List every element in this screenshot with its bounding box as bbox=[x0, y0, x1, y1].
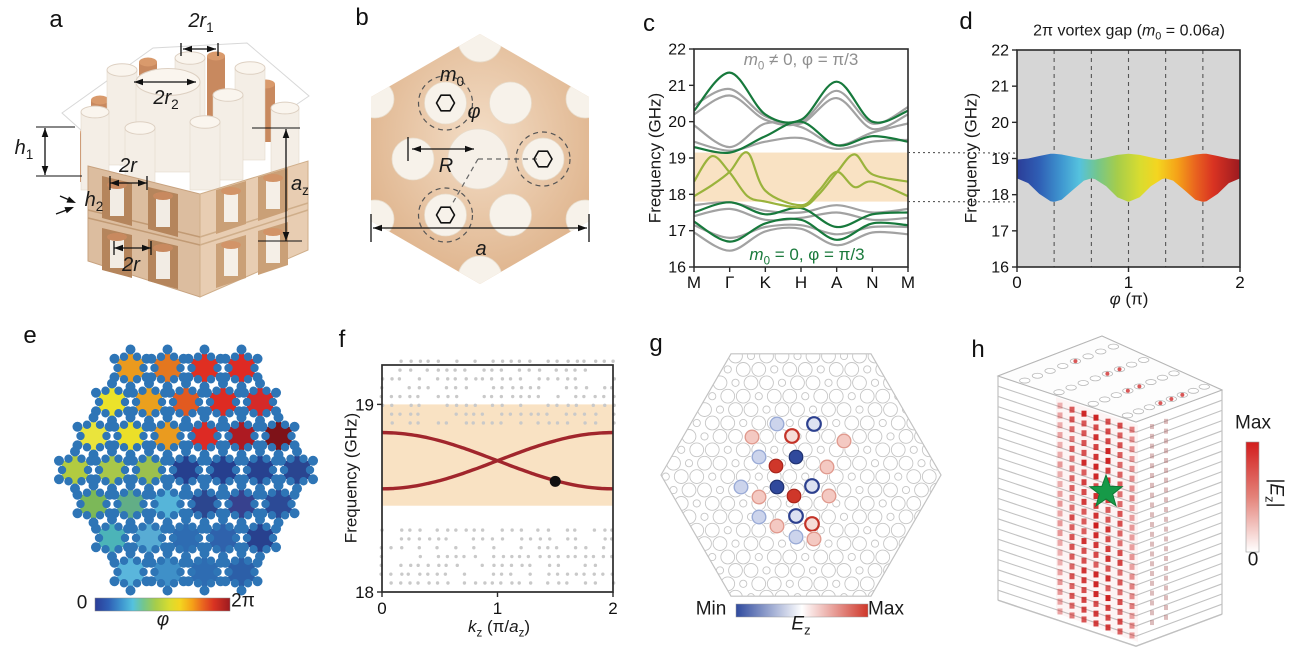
svg-text:M: M bbox=[687, 273, 701, 292]
svg-text:18: 18 bbox=[355, 583, 374, 602]
f-xlabel: kz (π/az) bbox=[467, 617, 531, 640]
panel-b-letter: b bbox=[355, 4, 369, 31]
f-ylabel: Frequency (GHz) bbox=[341, 412, 361, 544]
e-colorbar-label: φ bbox=[156, 609, 170, 631]
svg-text:21: 21 bbox=[668, 78, 686, 95]
svg-text:1: 1 bbox=[1124, 273, 1133, 292]
dim-2r-mid-label: 2r bbox=[119, 155, 137, 177]
d-axis-ticks: 16 17 18 19 20 21 22 0 1 2 bbox=[991, 43, 1245, 293]
svg-text:2: 2 bbox=[608, 599, 617, 618]
svg-text:21: 21 bbox=[991, 79, 1009, 96]
e-colorbar-min: 0 bbox=[76, 592, 88, 614]
b-m0-label: m0 bbox=[439, 64, 465, 90]
panel-b-annotations bbox=[370, 75, 590, 243]
c-legend-gray: m0 ≠ 0, φ = π/3 bbox=[743, 50, 859, 73]
dim-2r2-label: 2r2 bbox=[153, 87, 179, 113]
svg-text:H: H bbox=[795, 273, 807, 292]
svg-text:Γ: Γ bbox=[725, 273, 734, 292]
svg-text:2: 2 bbox=[1235, 273, 1244, 292]
f-mode-marker bbox=[549, 475, 561, 487]
e-colorbar-max: 2π bbox=[231, 590, 255, 612]
e-lattice-dots bbox=[53, 344, 319, 596]
h-top-face-pattern bbox=[1019, 343, 1210, 419]
dim-2r-bot-label: 2r bbox=[122, 254, 140, 276]
h-source-star bbox=[1088, 473, 1124, 507]
svg-text:19: 19 bbox=[355, 395, 374, 414]
f-gap-band bbox=[382, 404, 613, 506]
c-band-curves bbox=[694, 71, 908, 252]
panel-h-letter: h bbox=[971, 336, 985, 363]
svg-text:20: 20 bbox=[991, 115, 1009, 132]
svg-text:M: M bbox=[901, 273, 915, 292]
dim-az-label: az bbox=[291, 173, 309, 199]
panel-a-dimension-arrows bbox=[36, 43, 302, 255]
c-d-connector-lines bbox=[907, 152, 1018, 203]
dim-h2-label: h2 bbox=[84, 189, 104, 215]
e-star-cells bbox=[59, 349, 313, 591]
svg-text:18: 18 bbox=[668, 187, 686, 204]
dim-h1-label: h1 bbox=[14, 137, 34, 163]
b-a-label: a bbox=[475, 238, 487, 260]
h-colorbar-zero: 0 bbox=[1247, 549, 1259, 571]
h-colorbar bbox=[1245, 441, 1260, 553]
d-ylabel: Frequency (GHz) bbox=[961, 92, 981, 224]
svg-text:19: 19 bbox=[991, 151, 1009, 168]
g-colorbar-min: Min bbox=[695, 598, 727, 620]
svg-text:17: 17 bbox=[668, 223, 686, 240]
h-colorbar-max: Max bbox=[1235, 412, 1271, 434]
panel-f-chart: 18 19 0 1 2 bbox=[355, 359, 618, 618]
panel-g-letter: g bbox=[649, 330, 663, 357]
svg-text:16: 16 bbox=[668, 260, 686, 277]
svg-text:1: 1 bbox=[493, 599, 502, 618]
panel-f-letter: f bbox=[338, 326, 346, 353]
panel-a-letter: a bbox=[49, 6, 63, 33]
g-colorbar bbox=[735, 603, 869, 618]
c-axis-ticks: 16 17 18 19 20 21 22 M Γ K H A N M bbox=[668, 42, 915, 293]
svg-text:19: 19 bbox=[668, 151, 686, 168]
d-xlabel: φ (π) bbox=[1109, 289, 1149, 309]
panel-g-mode bbox=[660, 353, 942, 618]
f-defect-curve bbox=[381, 430, 614, 491]
c-ylabel: Frequency (GHz) bbox=[645, 92, 665, 224]
svg-text:0: 0 bbox=[1012, 273, 1021, 292]
f-axis-ticks: 18 19 0 1 2 bbox=[355, 395, 618, 618]
svg-text:K: K bbox=[760, 273, 772, 292]
svg-text:0: 0 bbox=[377, 599, 386, 618]
c-legend-green: m0 = 0, φ = π/3 bbox=[749, 245, 865, 268]
svg-text:16: 16 bbox=[991, 260, 1009, 277]
panel-c-letter: c bbox=[643, 10, 655, 37]
panel-e-letter: e bbox=[23, 322, 37, 349]
e-colorbar bbox=[94, 597, 231, 612]
h-colorbar-label: |Ez| bbox=[1262, 478, 1287, 508]
svg-text:18: 18 bbox=[991, 187, 1009, 204]
b-R-label: R bbox=[438, 155, 454, 177]
d-vortex-band bbox=[1017, 153, 1240, 202]
svg-text:N: N bbox=[866, 273, 878, 292]
b-phi-label: φ bbox=[467, 101, 481, 123]
c-gap-band bbox=[694, 152, 908, 202]
panel-a-structure bbox=[61, 42, 310, 298]
panel-e-lattice bbox=[53, 344, 319, 612]
g-mode-spots bbox=[733, 416, 852, 547]
svg-text:20: 20 bbox=[668, 114, 686, 131]
svg-text:22: 22 bbox=[668, 42, 686, 59]
d-title: 2π vortex gap (m0 = 0.06a) bbox=[1033, 22, 1225, 43]
svg-text:17: 17 bbox=[991, 223, 1009, 240]
panel-h-structure bbox=[996, 335, 1260, 647]
panel-d-letter: d bbox=[959, 8, 973, 35]
g-colorbar-max: Max bbox=[868, 598, 904, 620]
panel-c-chart: 16 17 18 19 20 21 22 M Γ K H A N M bbox=[668, 42, 915, 293]
g-colorbar-label: Ez bbox=[791, 613, 811, 638]
svg-text:22: 22 bbox=[991, 43, 1009, 60]
svg-text:A: A bbox=[831, 273, 843, 292]
panel-d-chart: 16 17 18 19 20 21 22 0 1 2 bbox=[991, 43, 1245, 293]
dim-2r1-label: 2r1 bbox=[188, 10, 214, 36]
